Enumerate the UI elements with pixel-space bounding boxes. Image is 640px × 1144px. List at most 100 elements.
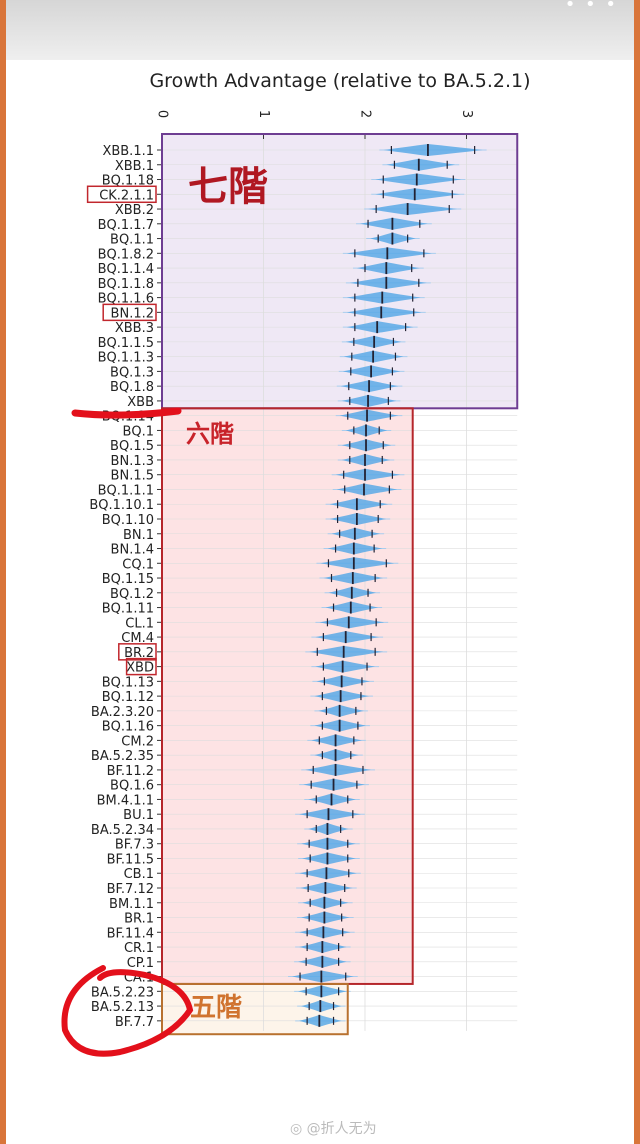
y-tick-label: CL.1 [125,616,154,631]
violin-body [315,631,380,644]
tier-label: 六階 [186,419,234,448]
y-tick-label: BQ.1.18 [102,174,154,189]
x-tick-label: 3 [459,110,474,118]
y-tick-label: CK.2.1.1 [99,188,154,203]
violin-body [320,557,395,570]
y-tick-label: BA.5.2.35 [91,749,154,764]
violin-body [299,867,357,880]
violin-body [346,291,421,304]
violin-body [301,837,356,850]
violin-body [335,468,401,481]
y-tick-label: BQ.1.12 [102,690,154,705]
violin-body [299,926,351,939]
violin-body [346,321,414,334]
violin-body [360,217,428,230]
y-tick-label: BQ.1.16 [102,720,154,735]
tier-label: 五階 [190,993,242,1023]
y-tick-label: BQ.1.1.4 [98,262,154,277]
y-tick-label: BQ.1.2 [110,587,154,602]
x-tick-label: 2 [358,110,373,118]
violin-body [301,911,350,924]
highlight-box [102,303,157,322]
violin-body [302,896,349,909]
y-tick-label: CP.1 [127,956,154,971]
violin-body [301,1000,342,1013]
y-tick-label: CR.1 [124,941,154,956]
weibo-icon: ◎ [290,1121,307,1137]
violin-body [383,144,483,156]
y-tick-label: BA.5.2.13 [91,1000,154,1015]
violin-body [386,158,456,171]
violin-body [300,882,353,894]
violin-body [315,660,376,673]
chart-title: Growth Advantage (relative to BA.5.2.1) [149,70,531,92]
y-tick-label: XBB.1.1 [102,144,154,159]
tier-label: 七階 [188,163,268,210]
violin-body [314,690,369,703]
violin-body [325,601,379,614]
y-tick-label: BN.1.3 [111,454,154,469]
y-tick-label: XBB.1 [115,159,154,174]
violin-body [299,1014,342,1027]
violin-body [346,306,422,319]
y-tick-label: BQ.1.10 [102,513,154,528]
violin-body [331,527,381,540]
violin-body [341,394,397,407]
y-tick-label: BQ.1.1.6 [98,292,154,307]
violin-body [336,483,398,496]
y-tick-label: XBB [127,395,154,410]
y-tick-label: BQ.1.1 [110,233,154,248]
y-tick-label: XBB.2 [115,203,154,218]
violin-body [339,409,399,422]
y-tick-label: BF.11.5 [107,852,154,867]
y-tick-label: BF.11.4 [107,926,154,941]
watermark-text: @折人无为 [306,1121,377,1137]
y-tick-label: BQ.1.10.1 [89,498,154,513]
watermark: ◎ @折人无为 [290,1118,377,1138]
y-tick-label: BQ.1.1.3 [98,351,154,366]
y-tick-label: BM.1.1 [109,897,154,912]
violin-body [329,498,389,511]
violin-body [308,822,349,835]
y-tick-label: BQ.1.3 [110,365,154,380]
y-tick-label: BU.1 [123,808,154,823]
y-tick-label: BA.5.2.34 [91,823,154,838]
y-tick-label: BN.1.4 [111,543,154,558]
y-tick-label: XBB.3 [115,321,154,336]
violin-body [318,704,364,717]
y-tick-label: CB.1 [124,867,154,882]
violin-body [357,262,420,275]
y-tick-label: CM.2 [121,734,154,749]
violin-body [346,247,432,260]
top-bar: • • • [6,0,634,60]
violin-body [368,203,458,216]
right-frame-border [634,0,640,1144]
x-tick-label: 1 [256,110,271,118]
y-tick-label: BN.1 [123,528,154,543]
violin-body [316,675,370,688]
y-tick-label: BQ.1.11 [102,602,154,617]
y-tick-label: BQ.1.13 [102,675,154,690]
highlight-box [118,643,157,661]
y-tick-label: BR.1 [124,912,154,927]
highlight-box [86,185,157,204]
y-tick-label: BF.11.2 [107,764,154,779]
y-tick-label: XBD [126,661,154,676]
violin-body [299,808,361,821]
violin-body [305,763,371,776]
violin-body [319,616,385,629]
violin-body [329,513,387,525]
y-tick-label: BQ.1.15 [102,572,154,587]
x-tick-label: 0 [155,110,170,118]
tier-box [161,982,349,1036]
y-tick-label: BF.7.12 [107,882,154,897]
violin-body [375,188,461,201]
y-tick-label: BQ.1.1.5 [98,336,154,351]
violin-body [375,173,462,186]
y-tick-label: BN.1.2 [111,306,154,321]
violin-body [327,542,383,555]
violin-body [314,749,359,762]
y-tick-label: BQ.1.8 [110,380,154,395]
y-tick-label: BQ.1.5 [110,439,154,454]
